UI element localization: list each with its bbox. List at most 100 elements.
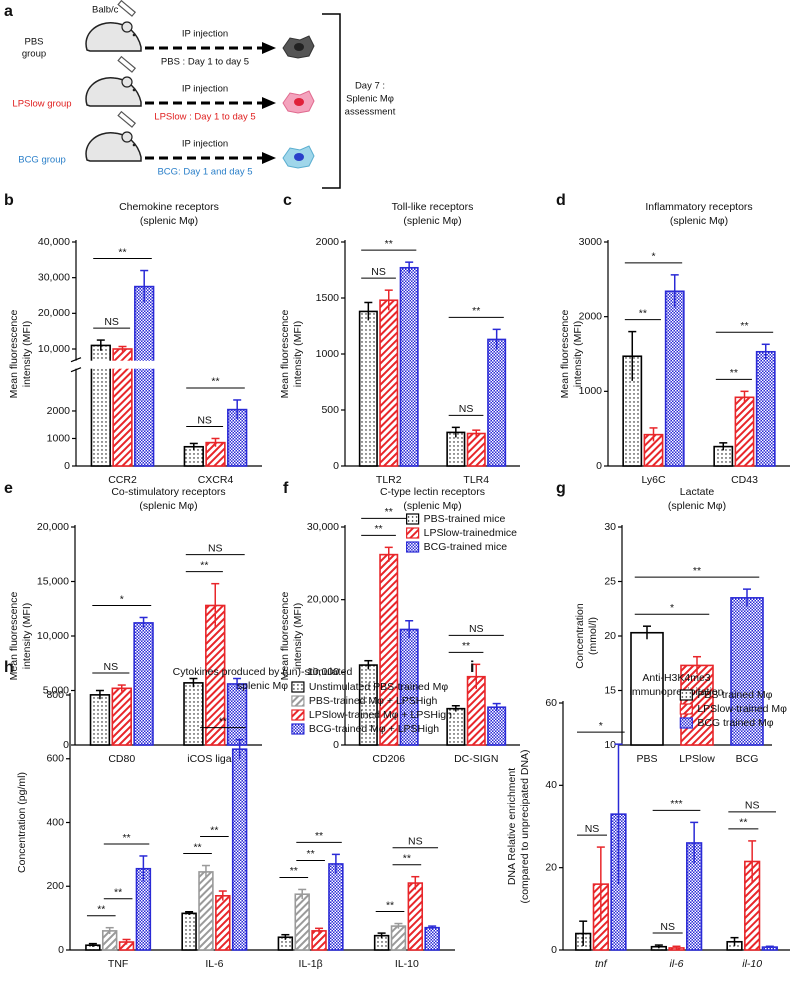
y-tick-label: 3000 bbox=[579, 236, 603, 248]
chart-title: splenic Mφ bbox=[237, 680, 288, 692]
legend-label: BCG-trained Mφ + LPSHigh bbox=[309, 723, 439, 735]
y-tick-label: 25 bbox=[604, 575, 616, 587]
y-tick-label: 0 bbox=[58, 944, 64, 956]
x-tick-label: CXCR4 bbox=[198, 474, 234, 486]
y-tick-label: 2000 bbox=[579, 310, 603, 322]
group-label: PBS bbox=[24, 37, 43, 48]
significance-label: ** bbox=[211, 376, 219, 388]
y-tick-label: 200 bbox=[46, 880, 64, 892]
bar bbox=[294, 893, 310, 951]
bar bbox=[379, 299, 399, 467]
y-tick-label: 500 bbox=[321, 404, 339, 416]
bar bbox=[111, 687, 132, 746]
significance-label: NS bbox=[408, 835, 423, 847]
y-tick-label: 0 bbox=[333, 460, 339, 472]
schedule-label: BCG: Day 1 and day 5 bbox=[157, 167, 252, 178]
y-axis-label: intensity (MFI) bbox=[292, 603, 304, 670]
schedule-label: PBS : Day 1 to day 5 bbox=[161, 57, 249, 68]
y-tick-label: 30,000 bbox=[307, 521, 339, 533]
significance-label: ** bbox=[740, 320, 748, 332]
y-tick-label: 2000 bbox=[47, 405, 71, 417]
legend-label: LPSlow-trained Mφ + LPSHigh bbox=[309, 709, 452, 721]
legend: PBS-trained mice LPSlow-trainedmice BCG-tr… bbox=[406, 513, 518, 553]
legend-swatch bbox=[679, 689, 693, 701]
bar bbox=[755, 350, 776, 467]
mouse bbox=[85, 21, 142, 52]
chart-title: C-type lectin receptors bbox=[380, 486, 485, 498]
panel-letter: h bbox=[4, 659, 14, 676]
y-tick-label: 0 bbox=[551, 944, 557, 956]
bar bbox=[487, 706, 507, 746]
significance-label: ** bbox=[385, 238, 393, 250]
significance-label: ** bbox=[730, 367, 738, 379]
cell-nucleus bbox=[294, 43, 304, 51]
chart-title: Toll-like receptors bbox=[392, 201, 474, 213]
x-tick-label: CD206 bbox=[372, 753, 405, 765]
panel-letter: c bbox=[283, 192, 292, 209]
outcome-label: Day 7 : bbox=[355, 81, 385, 92]
injection-label: IP injection bbox=[182, 139, 228, 150]
legend-label: PBS-trained Mφ + LPSHigh bbox=[309, 695, 438, 707]
y-axis-label: intensity (MFI) bbox=[21, 321, 33, 388]
x-tick-label: iCOS ligand bbox=[187, 753, 243, 765]
group-label: LPSlow group bbox=[12, 99, 71, 110]
x-tick-label: CD80 bbox=[108, 753, 135, 765]
bar bbox=[664, 290, 685, 467]
y-tick-label: 0 bbox=[64, 460, 70, 472]
significance-label: NS bbox=[104, 316, 119, 328]
x-tick-label: TLR2 bbox=[376, 474, 402, 486]
axis-break bbox=[70, 360, 262, 369]
legend-label: LPSlow-trainedmice bbox=[424, 527, 518, 539]
chart-title: (splenic Mφ) bbox=[670, 215, 728, 227]
y-tick-label: 30 bbox=[604, 521, 616, 533]
mouse-eye bbox=[132, 88, 136, 92]
panel-letter: a bbox=[4, 3, 13, 20]
significance-label: ** bbox=[193, 841, 201, 853]
y-tick-label: 600 bbox=[46, 753, 64, 765]
y-axis-label: Mean fluorescence bbox=[8, 591, 20, 680]
y-axis-label: DNA Relative enrichment bbox=[506, 768, 518, 885]
y-tick-label: 20 bbox=[604, 630, 616, 642]
y-tick-label: 20 bbox=[545, 861, 557, 873]
panel-a: a Balb/c PBS group LPSlow group BCG grou… bbox=[4, 0, 396, 189]
significance-label: ** bbox=[122, 832, 130, 844]
axis-break-mark bbox=[70, 357, 82, 363]
bar bbox=[231, 748, 248, 951]
legend-label: PBS-trained mice bbox=[424, 513, 506, 525]
chart-title: (splenic Mφ) bbox=[668, 500, 726, 512]
significance-label: NS bbox=[459, 403, 474, 415]
significance-label: NS bbox=[104, 661, 119, 673]
x-tick-label: il-10 bbox=[742, 958, 762, 970]
significance-label: ** bbox=[639, 307, 647, 319]
y-tick-label: 10,000 bbox=[307, 666, 339, 678]
x-tick-label: il-6 bbox=[669, 958, 683, 970]
chart-title: immunoprecipitation bbox=[630, 686, 724, 698]
bar bbox=[734, 396, 755, 467]
y-tick-label: 1000 bbox=[579, 385, 603, 397]
syringe bbox=[117, 0, 137, 128]
y-tick-label: 20,000 bbox=[38, 307, 70, 319]
y-axis-label: (mmol/l) bbox=[587, 617, 599, 655]
bar bbox=[487, 338, 507, 467]
legend-swatch bbox=[291, 681, 305, 693]
significance-label: * bbox=[120, 593, 124, 605]
y-axis-label: Concentration (pg/ml) bbox=[16, 772, 28, 873]
chart-title: Lactate bbox=[680, 486, 715, 498]
significance-label: NS bbox=[197, 414, 212, 426]
bar bbox=[466, 432, 486, 467]
arrow-head bbox=[262, 97, 276, 109]
y-tick-label: 1000 bbox=[47, 432, 71, 444]
cell-nucleus bbox=[294, 98, 304, 106]
significance-label: * bbox=[670, 602, 674, 614]
chart-title: (splenic Mφ) bbox=[403, 500, 461, 512]
x-tick-label: LPSlow bbox=[679, 753, 715, 765]
y-tick-label: 10,000 bbox=[37, 630, 69, 642]
bar bbox=[198, 871, 214, 951]
legend-swatch bbox=[406, 527, 420, 539]
x-tick-label: IL-6 bbox=[205, 958, 223, 970]
bar bbox=[630, 631, 664, 746]
y-tick-label: 0 bbox=[63, 739, 69, 751]
bar bbox=[311, 930, 327, 951]
mouse-body bbox=[85, 132, 142, 162]
y-tick-label: 15,000 bbox=[37, 575, 69, 587]
